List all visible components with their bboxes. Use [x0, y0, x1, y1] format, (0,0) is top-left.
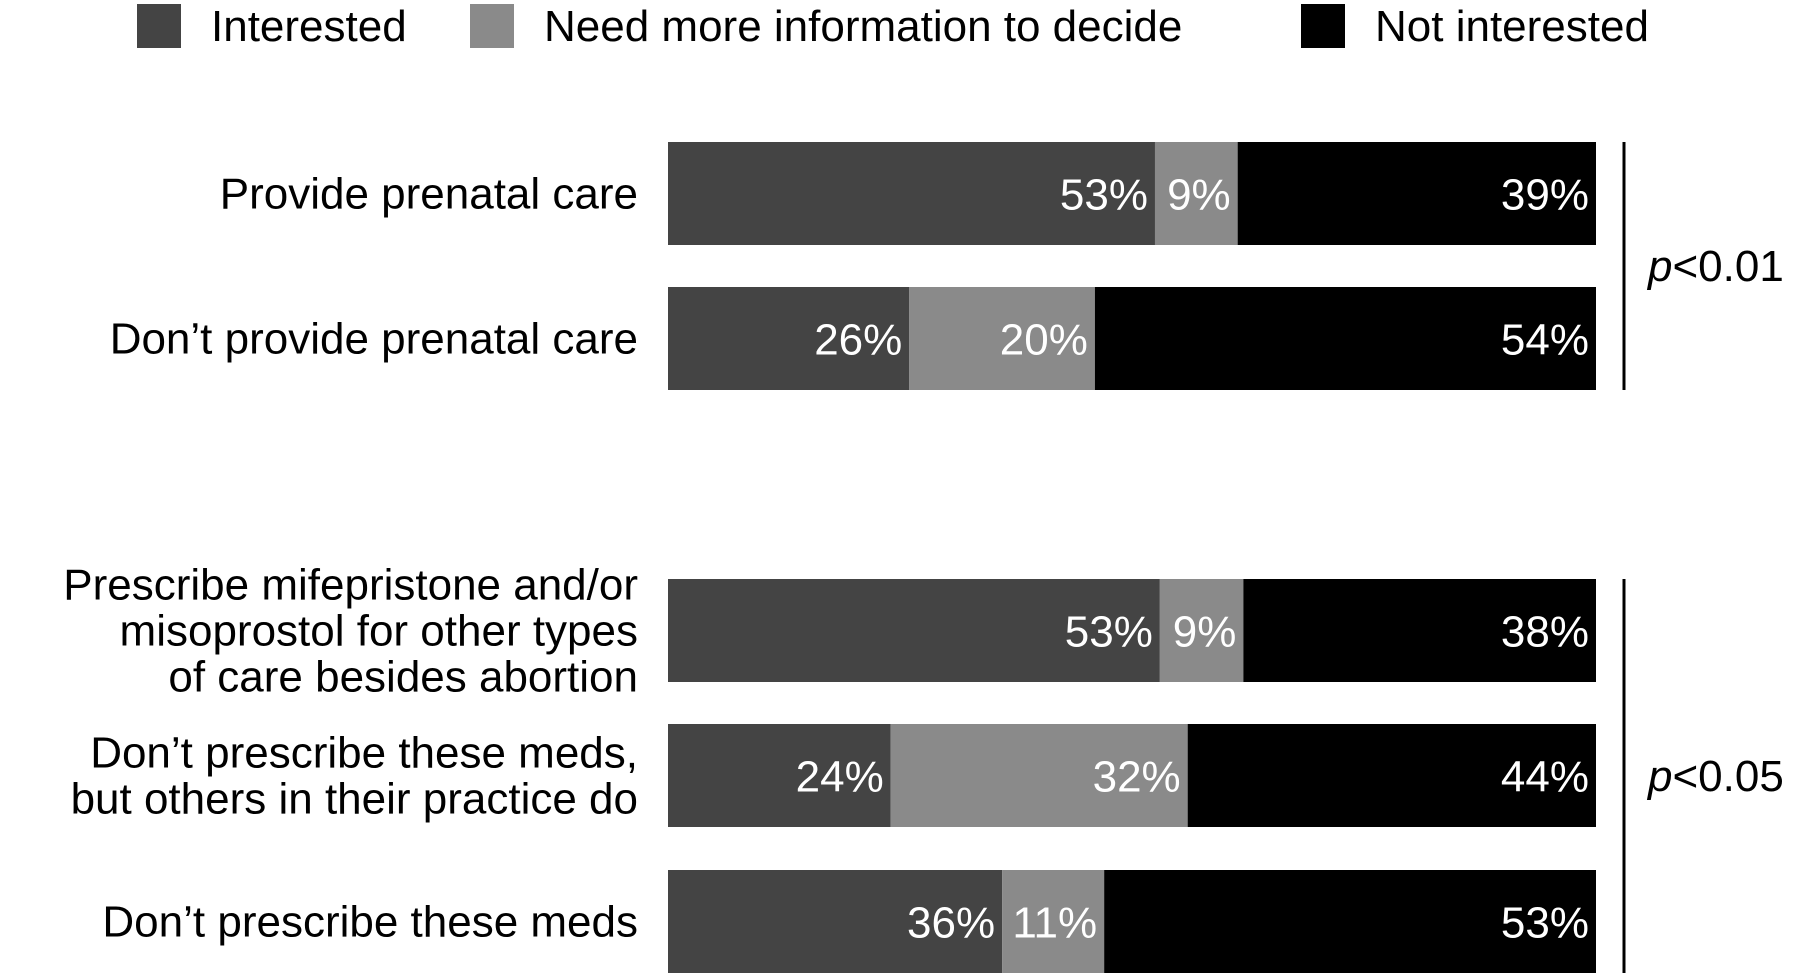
bar-row: 53% 9% 38%: [668, 579, 1596, 682]
legend-label: Interested: [211, 2, 407, 51]
category-label: Don’t prescribe these meds,: [90, 729, 638, 778]
legend-label: Need more information to decide: [544, 2, 1182, 51]
bar-segment: [1094, 287, 1596, 390]
category-label: Don’t prescribe these meds: [102, 898, 638, 947]
data-label: 20%: [1000, 316, 1088, 365]
bar-segment: [668, 579, 1160, 682]
bar-segment: [668, 724, 891, 827]
bar-row: 24% 32% 44%: [668, 724, 1596, 827]
category-label: misoprostol for other types: [120, 607, 638, 656]
data-label: 38%: [1501, 608, 1589, 657]
legend-swatch: [137, 4, 181, 48]
data-label: 24%: [796, 753, 884, 802]
bar-segment: [1159, 579, 1244, 682]
data-label: 53%: [1060, 171, 1148, 220]
data-label: 11%: [1012, 899, 1097, 948]
bar-row: 36% 11% 53%: [668, 870, 1596, 973]
data-label: 36%: [907, 899, 995, 948]
legend: Interested Need more information to decid…: [137, 2, 1649, 51]
category-label: of care besides abortion: [168, 653, 638, 702]
significance-group: p<0.05: [1622, 579, 1784, 973]
bar-segment: [1187, 724, 1596, 827]
bar-segment: [1243, 579, 1596, 682]
data-label: 26%: [814, 316, 902, 365]
bar-segment: [909, 287, 1095, 390]
bar-segment: [668, 870, 1003, 973]
bar-row: 53% 9% 39%: [668, 142, 1596, 245]
p-value-label: p<0.01: [1646, 242, 1784, 291]
bar-segment: [668, 142, 1155, 245]
bar-segment: [1104, 870, 1596, 973]
data-label: 54%: [1501, 316, 1589, 365]
category-label: Provide prenatal care: [220, 170, 638, 219]
data-label: 32%: [1093, 753, 1181, 802]
significance-group: p<0.01: [1622, 142, 1784, 390]
bar-row: 26% 20% 54%: [668, 287, 1596, 390]
data-label: 9%: [1173, 608, 1237, 657]
data-label: 53%: [1501, 899, 1589, 948]
p-value-label: p<0.05: [1646, 752, 1784, 801]
bar-segment: [1237, 142, 1596, 245]
data-label: 44%: [1501, 753, 1589, 802]
data-label: 39%: [1501, 171, 1589, 220]
legend-swatch: [1301, 4, 1345, 48]
legend-label: Not interested: [1375, 2, 1649, 51]
category-label: Prescribe mifepristone and/or: [63, 561, 638, 610]
category-label: Don’t provide prenatal care: [110, 315, 638, 364]
bar-segment: [1154, 142, 1238, 245]
legend-swatch: [470, 4, 514, 48]
data-label: 9%: [1167, 171, 1231, 220]
bar-segment: [668, 287, 910, 390]
bar-segment: [1002, 870, 1105, 973]
category-label: but others in their practice do: [71, 775, 638, 824]
bar-segment: [890, 724, 1188, 827]
data-label: 53%: [1065, 608, 1153, 657]
